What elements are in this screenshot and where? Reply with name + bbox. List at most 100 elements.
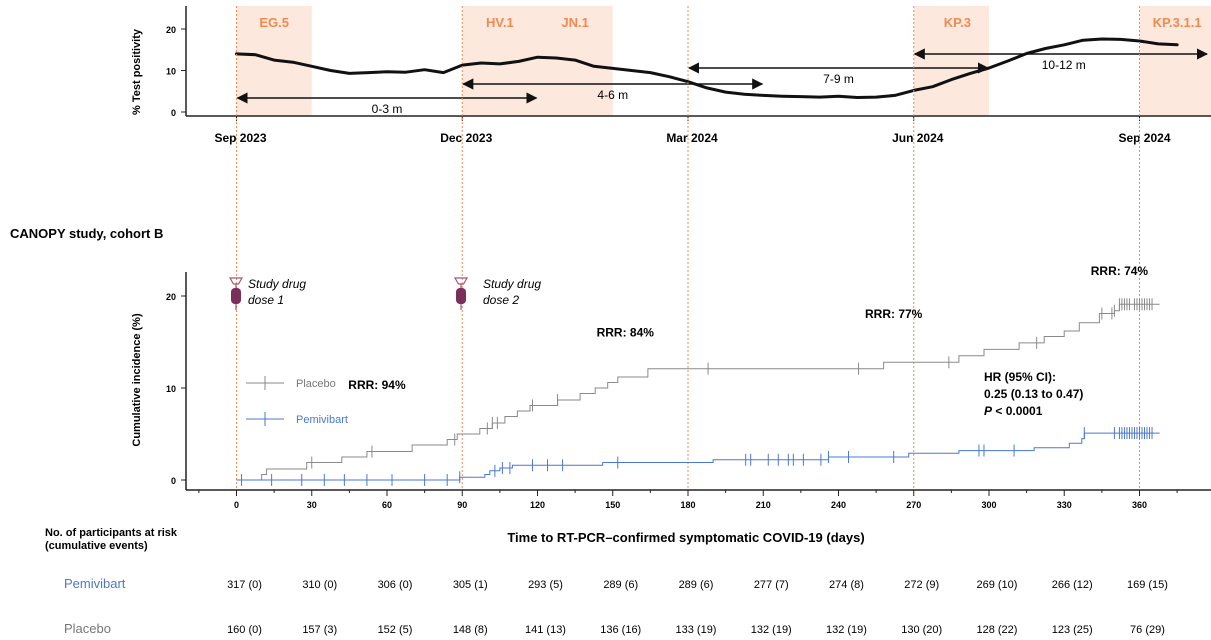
- at-risk-cell-pemivibart: 274 (8): [829, 579, 864, 591]
- rrr-annotations: RRR: 94% RRR: 84% RRR: 77% RRR: 74%: [348, 264, 1148, 392]
- legend-label-pemivibart: Pemivibart: [296, 414, 348, 426]
- syringe-icon: [453, 277, 469, 310]
- hr-label: HR (95% CI):: [984, 370, 1056, 384]
- legend: Placebo Pemivibart: [246, 376, 348, 426]
- p-value-symbol: P: [984, 404, 993, 418]
- at-risk-header-line1: No. of participants at risk: [45, 527, 178, 539]
- rrr-label: RRR: 94%: [348, 378, 406, 392]
- at-risk-cell-placebo: 157 (3): [302, 624, 337, 636]
- km-curve-pemivibart: [236, 432, 1160, 481]
- x-tick-label: 60: [382, 500, 392, 510]
- legend-item-pemivibart: Pemivibart: [246, 412, 348, 426]
- x-tick-label: 180: [680, 500, 695, 510]
- legend-item-placebo: Placebo: [246, 376, 336, 390]
- dose-2-label-line2: dose 2: [483, 293, 519, 307]
- at-risk-cell-pemivibart: 293 (5): [528, 579, 563, 591]
- at-risk-cell-placebo: 76 (29): [1130, 624, 1165, 636]
- at-risk-row-label-pemivibart: Pemivibart: [64, 576, 126, 591]
- window-label: 7-9 m: [823, 72, 854, 86]
- rrr-label: RRR: 84%: [597, 325, 655, 339]
- rrr-label: RRR: 77%: [865, 307, 923, 321]
- time-window-arrows: 0-3 m 4-6 m 7-9 m 10-12 m: [236, 48, 1209, 116]
- at-risk-cell-placebo: 123 (25): [1052, 624, 1093, 636]
- at-risk-cell-placebo: 141 (13): [525, 624, 566, 636]
- at-risk-cell-placebo: 136 (16): [600, 624, 641, 636]
- variant-label: JN.1: [561, 15, 588, 30]
- at-risk-cell-pemivibart: 272 (9): [904, 579, 939, 591]
- x-tick-label: 330: [1057, 500, 1072, 510]
- at-risk-cell-pemivibart: 277 (7): [754, 579, 789, 591]
- at-risk-cell-placebo: 133 (19): [676, 624, 717, 636]
- x-tick-label: Mar 2024: [666, 131, 718, 145]
- at-risk-cell-placebo: 130 (20): [901, 624, 942, 636]
- hr-value: 0.25 (0.13 to 0.47): [984, 387, 1083, 401]
- at-risk-cell-pemivibart: 306 (0): [378, 579, 413, 591]
- test-positivity-panel: EG.5 HV.1 JN.1 KP.3 KP.3.1.1 0 10 20 Sep 2023 De…: [131, 6, 1211, 145]
- y-tick-label: 20: [166, 25, 176, 35]
- x-tick-label: Sep 2024: [1118, 131, 1170, 145]
- variant-label: EG.5: [259, 15, 289, 30]
- at-risk-cell-pemivibart: 317 (0): [227, 579, 262, 591]
- study-title: CANOPY study, cohort B: [10, 226, 163, 241]
- window-label: 10-12 m: [1042, 58, 1086, 72]
- x-tick-label: 210: [756, 500, 771, 510]
- x-tick-label: 30: [307, 500, 317, 510]
- at-risk-cell-placebo: 132 (19): [751, 624, 792, 636]
- x-tick-label: 90: [457, 500, 467, 510]
- test-positivity-y-label: % Test positivity: [131, 28, 143, 115]
- p-value: P < 0.0001: [984, 404, 1043, 418]
- at-risk-header-line2: (cumulative events): [45, 540, 148, 552]
- kaplan-meier-curves: [236, 298, 1160, 486]
- x-tick-label: 360: [1132, 500, 1147, 510]
- window-label: 0-3 m: [372, 102, 403, 116]
- hazard-ratio-block: HR (95% CI): 0.25 (0.13 to 0.47) P < 0.0…: [984, 370, 1083, 418]
- dose-1-label-line2: dose 1: [248, 293, 284, 307]
- at-risk-cell-placebo: 132 (19): [826, 624, 867, 636]
- variant-band: [1139, 6, 1211, 116]
- x-tick-label: 240: [831, 500, 846, 510]
- y-tick-label: 0: [171, 476, 176, 486]
- x-tick-label: Dec 2023: [440, 131, 492, 145]
- dose-2-marker: Study drug dose 2: [453, 277, 541, 310]
- x-axis-title: Time to RT-PCR–confirmed symptomatic COV…: [507, 530, 864, 545]
- test-positivity-axes: 0 10 20 Sep 2023 Dec 2023 Mar 2024 Jun 2024 Sep…: [166, 6, 1211, 145]
- x-tick-label: 120: [530, 500, 545, 510]
- dose-1-marker: Study drug dose 1: [228, 277, 306, 310]
- variant-band: [913, 6, 989, 116]
- dose-1-label-line1: Study drug: [248, 277, 306, 291]
- at-risk-cell-pemivibart: 310 (0): [302, 579, 337, 591]
- x-tick-label: Sep 2023: [214, 131, 266, 145]
- at-risk-cell-pemivibart: 289 (6): [679, 579, 714, 591]
- km-curve-placebo: [236, 303, 1160, 481]
- x-tick-label: 270: [906, 500, 921, 510]
- variant-label: KP.3: [944, 15, 971, 30]
- at-risk-cell-placebo: 128 (22): [976, 624, 1017, 636]
- at-risk-table: No. of participants at risk (cumulative …: [45, 527, 1168, 636]
- y-tick-label: 10: [166, 384, 176, 394]
- variant-label: KP.3.1.1: [1153, 15, 1202, 30]
- at-risk-cell-pemivibart: 289 (6): [603, 579, 638, 591]
- cumulative-incidence-y-label: Cumulative incidence (%): [131, 313, 143, 447]
- at-risk-cell-pemivibart: 169 (15): [1127, 579, 1168, 591]
- x-tick-label: 0: [234, 500, 239, 510]
- rrr-label: RRR: 74%: [1091, 264, 1149, 278]
- window-label: 4-6 m: [597, 88, 628, 102]
- y-tick-label: 20: [166, 292, 176, 302]
- syringe-icon: [228, 277, 244, 310]
- x-tick-label: 300: [981, 500, 996, 510]
- variant-label: HV.1: [486, 15, 514, 30]
- dose-2-label-line1: Study drug: [483, 277, 541, 291]
- month-guide-lines: [236, 6, 1140, 490]
- y-tick-label: 10: [166, 67, 176, 77]
- at-risk-row-label-placebo: Placebo: [64, 621, 111, 636]
- x-tick-label: Jun 2024: [892, 131, 944, 145]
- at-risk-cell-pemivibart: 266 (12): [1052, 579, 1093, 591]
- at-risk-cell-pemivibart: 269 (10): [976, 579, 1017, 591]
- p-value-text: < 0.0001: [992, 404, 1043, 418]
- at-risk-cell-pemivibart: 305 (1): [453, 579, 488, 591]
- at-risk-cells: 317 (0) 160 (0) 310 (0) 157 (3) 306 (0) 152 (…: [227, 579, 1168, 636]
- at-risk-cell-placebo: 160 (0): [227, 624, 262, 636]
- x-tick-label: 150: [605, 500, 620, 510]
